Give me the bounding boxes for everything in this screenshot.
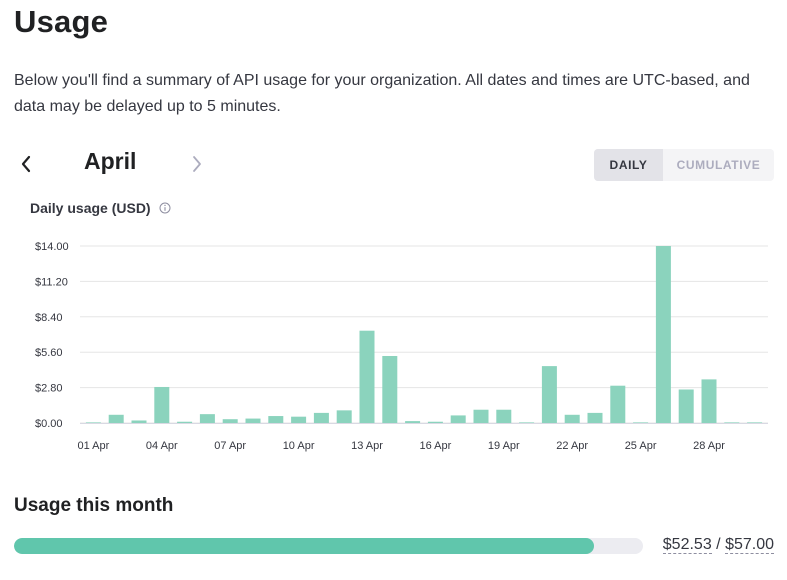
previous-month-button[interactable] <box>15 150 37 178</box>
usage-progress-fill <box>14 538 594 554</box>
bar[interactable] <box>291 416 307 423</box>
chevron-right-icon <box>193 156 201 172</box>
bar[interactable] <box>85 422 101 423</box>
daily-toggle-button[interactable]: DAILY <box>594 149 663 181</box>
info-icon[interactable] <box>159 202 171 214</box>
bar[interactable] <box>268 416 284 423</box>
x-tick-label: 25 Apr <box>625 440 657 452</box>
x-tick-label: 16 Apr <box>419 440 451 452</box>
page-title: Usage <box>14 4 109 39</box>
bar[interactable] <box>587 412 603 423</box>
bar[interactable] <box>496 409 512 423</box>
x-tick-label: 04 Apr <box>146 440 178 452</box>
daily-usage-chart: $0.00 $2.80 $5.60 $8.40 $11.20 $14.00 01 Apr 04… <box>35 241 768 452</box>
bar[interactable] <box>564 414 580 423</box>
usage-this-month-title: Usage this month <box>14 495 174 516</box>
month-label: April <box>84 148 137 174</box>
bar[interactable] <box>382 355 398 423</box>
chart-title-text: Daily usage (USD) <box>30 200 151 216</box>
bar[interactable] <box>199 414 215 423</box>
bar[interactable] <box>473 409 489 423</box>
bar[interactable] <box>245 418 261 423</box>
bar[interactable] <box>177 421 193 423</box>
x-tick-label: 19 Apr <box>488 440 520 452</box>
y-tick-label: $0.00 <box>35 418 63 430</box>
x-tick-label: 10 Apr <box>283 440 315 452</box>
bar[interactable] <box>313 412 329 423</box>
bar[interactable] <box>701 379 717 423</box>
bar[interactable] <box>633 422 649 423</box>
usage-limit-amount: $57.00 <box>725 536 774 554</box>
bar[interactable] <box>336 410 352 423</box>
page-description: Below you'll find a summary of API usage… <box>14 72 750 115</box>
x-tick-label: 22 Apr <box>556 440 588 452</box>
bar[interactable] <box>724 422 740 423</box>
y-tick-label: $11.20 <box>35 276 68 288</box>
x-tick-label: 13 Apr <box>351 440 383 452</box>
chart-title: Daily usage (USD) <box>30 200 171 216</box>
bar[interactable] <box>610 385 626 423</box>
view-toggle: DAILY CUMULATIVE <box>594 149 774 181</box>
y-tick-label: $2.80 <box>35 383 63 395</box>
next-month-button[interactable] <box>186 150 208 178</box>
bar[interactable] <box>747 422 763 423</box>
bar[interactable] <box>222 419 238 423</box>
usage-amount[interactable]: $52.53 / $57.00 <box>662 536 774 554</box>
bar[interactable] <box>678 389 694 423</box>
y-tick-label: $8.40 <box>35 312 63 324</box>
x-tick-label: 28 Apr <box>693 440 725 452</box>
bar[interactable] <box>427 421 443 423</box>
bar[interactable] <box>131 420 147 423</box>
bar[interactable] <box>108 414 124 423</box>
y-tick-label: $14.00 <box>35 241 69 253</box>
cumulative-toggle-button[interactable]: CUMULATIVE <box>676 158 761 172</box>
bar[interactable] <box>450 415 466 423</box>
usage-used-amount: $52.53 <box>662 536 712 554</box>
bar[interactable] <box>655 246 671 423</box>
y-tick-label: $5.60 <box>35 347 63 359</box>
x-tick-label: 01 Apr <box>77 440 109 452</box>
bar[interactable] <box>541 366 557 423</box>
usage-separator: / <box>711 536 726 553</box>
usage-progress-bar <box>14 538 643 554</box>
chevron-left-icon <box>21 155 31 173</box>
bar[interactable] <box>405 421 421 423</box>
bar[interactable] <box>359 330 375 423</box>
bar[interactable] <box>154 386 170 423</box>
x-tick-label: 07 Apr <box>214 440 246 452</box>
bar[interactable] <box>519 422 535 423</box>
